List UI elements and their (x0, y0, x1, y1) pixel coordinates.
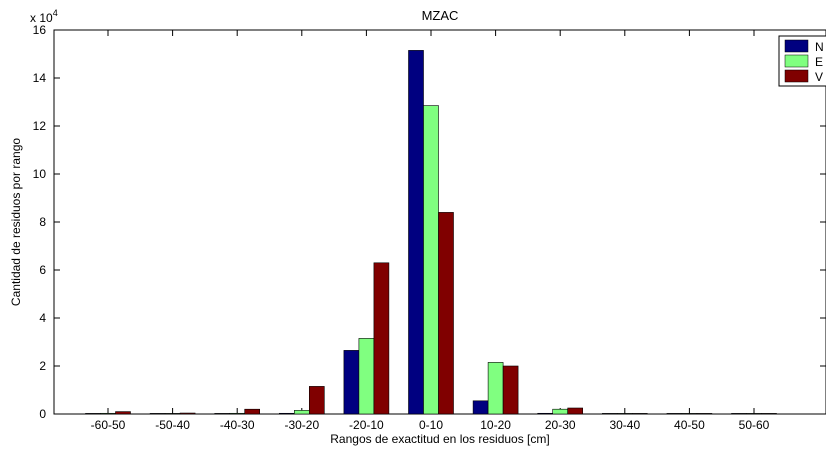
x-tick-label: 50-60 (739, 418, 770, 432)
y-tick-label: 10 (33, 167, 47, 181)
bar-e-30-40 (616, 413, 633, 415)
y-exponent-label: x 104 (30, 8, 58, 25)
bar-e-20-30 (552, 408, 569, 415)
bar-e-10-20 (487, 362, 504, 415)
bar-e--30-20 (293, 410, 310, 415)
x-axis: -60-50 -50-40 -40-30 -30-20 -20-10 0-10 10-20 2… (91, 30, 770, 432)
bar-e-0-10 (423, 105, 439, 415)
x-tick-label: -30-20 (284, 418, 319, 432)
bar-v--30-20 (308, 386, 325, 415)
legend-label-v: V (815, 70, 823, 84)
chart-title: MZAC (422, 8, 459, 23)
bar-e--40-30 (229, 412, 245, 415)
bar-n-40-50 (666, 413, 683, 415)
bar-e--50-40 (164, 413, 181, 415)
y-tick-label: 16 (33, 23, 47, 37)
x-tick-label: -50-40 (155, 418, 190, 432)
bar-v-30-40 (631, 413, 648, 415)
y-tick-label: 4 (39, 311, 46, 325)
x-tick-label: 0-10 (419, 418, 443, 432)
bar-e--20-10 (358, 338, 375, 415)
y-tick-label: 12 (33, 119, 47, 133)
y-axis: 0 2 4 6 8 10 12 14 16 (33, 23, 826, 421)
bar-v--50-40 (179, 412, 196, 415)
y-tick-label: 14 (33, 71, 47, 85)
legend-swatch-v (784, 69, 809, 83)
y-tick-label: 2 (39, 359, 46, 373)
x-tick-label: -20-10 (349, 418, 384, 432)
x-tick-label: -60-50 (91, 418, 126, 432)
x-tick-label: 30-40 (609, 418, 640, 432)
bar-n--50-40 (149, 413, 166, 415)
x-axis-label: Rangos de exactitud en los residuos [cm] (330, 432, 549, 446)
bar-n--30-20 (278, 412, 295, 415)
bars (85, 50, 777, 415)
bar-n-0-10 (408, 50, 424, 415)
y-tick-label: 6 (39, 263, 46, 277)
legend-label-n: N (815, 40, 824, 54)
bar-v-50-60 (761, 413, 777, 415)
y-tick-label: 8 (39, 215, 46, 229)
legend-label-e: E (815, 55, 823, 69)
bar-n-30-40 (601, 413, 618, 415)
bar-n-10-20 (472, 400, 489, 415)
bar-v-0-10 (438, 212, 454, 415)
bar-n-20-30 (537, 412, 554, 415)
y-tick-label: 0 (39, 407, 46, 421)
y-axis-label: Cantidad de residuos por rango (9, 138, 23, 306)
legend-swatch-n (784, 39, 809, 53)
bar-v--20-10 (373, 262, 390, 415)
x-tick-label: 20-30 (545, 418, 576, 432)
bar-v--60-50 (115, 411, 131, 415)
bar-e--60-50 (100, 412, 116, 415)
bar-v-10-20 (502, 365, 519, 415)
bar-e-50-60 (746, 413, 762, 415)
bar-v--40-30 (244, 408, 260, 415)
bar-n--20-10 (343, 350, 360, 415)
x-tick-label: 40-50 (674, 418, 705, 432)
bar-n--60-50 (85, 413, 101, 415)
bar-n-50-60 (731, 413, 747, 415)
x-tick-label: -40-30 (220, 418, 255, 432)
bar-e-40-50 (681, 413, 698, 415)
legend: N E V (778, 35, 826, 87)
legend-swatch-e (784, 54, 809, 68)
bar-v-40-50 (696, 413, 713, 415)
x-tick-label: 10-20 (480, 418, 511, 432)
bar-v-20-30 (567, 407, 584, 415)
bar-n--40-30 (214, 413, 230, 415)
